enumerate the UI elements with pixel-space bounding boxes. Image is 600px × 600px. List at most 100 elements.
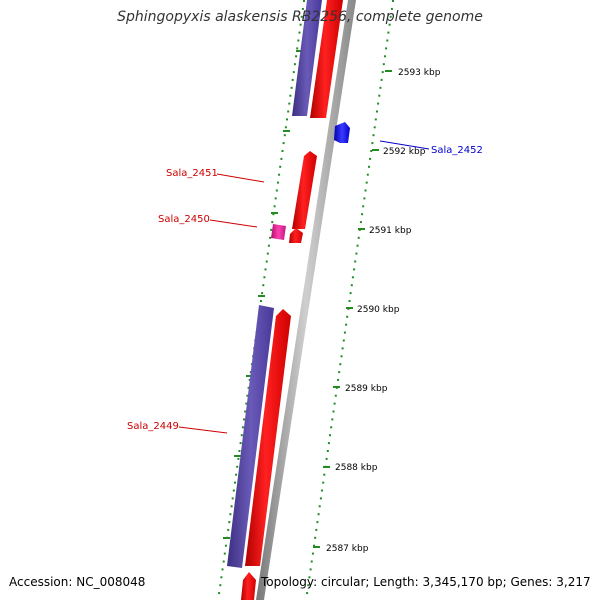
minor-tick-right (349, 292, 352, 295)
minor-tick-left (301, 7, 304, 10)
minor-tick-left (265, 260, 268, 263)
minor-tick-right (372, 134, 375, 137)
minor-tick-left (289, 94, 292, 97)
minor-tick-right (379, 86, 382, 89)
minor-tick-left (245, 402, 248, 405)
gene-sala-2451[interactable] (292, 151, 317, 229)
minor-tick-left (224, 544, 227, 547)
minor-tick-right (308, 576, 311, 579)
minor-tick-right (370, 150, 373, 152)
minor-tick-left (281, 150, 284, 152)
minor-tick-right (323, 473, 326, 476)
minor-tick-left (270, 228, 273, 231)
minor-tick-left (273, 205, 276, 208)
minor-tick-left (238, 450, 241, 452)
minor-tick-right (342, 339, 345, 342)
tick-marks-major (223, 50, 392, 548)
minor-tick-left (266, 252, 269, 255)
minor-tick-left (239, 442, 242, 445)
tick-label-2593: 2593 kbp (398, 68, 441, 78)
tick-label-2592: 2592 kbp (383, 147, 426, 157)
minor-tick-left (280, 157, 283, 160)
gene-sala-2450[interactable] (289, 228, 303, 243)
minor-tick-left (295, 55, 298, 58)
rna-feature[interactable] (271, 224, 286, 240)
major-tick (313, 546, 320, 548)
cds-feature-lower[interactable] (227, 305, 274, 568)
minor-tick-right (350, 284, 353, 287)
minor-tick-right (331, 418, 334, 421)
major-tick (385, 70, 392, 72)
minor-tick-left (300, 15, 303, 18)
minor-tick-right (311, 552, 314, 555)
minor-tick-left (286, 118, 288, 121)
minor-tick-left (278, 173, 281, 176)
minor-tick-right (343, 331, 346, 334)
minor-tick-right (353, 268, 356, 271)
minor-tick-left (262, 284, 265, 287)
gene-arrow-bottom[interactable] (241, 572, 256, 600)
minor-tick-right (368, 165, 370, 168)
minor-tick-left (293, 63, 296, 66)
minor-tick-left (237, 457, 240, 460)
minor-tick-right (332, 410, 335, 413)
minor-tick-left (260, 300, 262, 302)
minor-tick-right (392, 0, 394, 2)
minor-tick-right (340, 355, 343, 358)
minor-tick-right (380, 78, 383, 81)
gene-label-sala-2449[interactable]: Sala_2449 (127, 421, 179, 432)
minor-tick-left (283, 134, 286, 137)
gene-sala-2452[interactable] (334, 122, 350, 143)
gene-label-sala-2451[interactable]: Sala_2451 (166, 168, 218, 179)
minor-tick-right (382, 63, 385, 66)
minor-tick-left (229, 513, 232, 516)
minor-tick-left (284, 126, 287, 129)
minor-tick-right (319, 497, 322, 500)
minor-tick-left (271, 221, 274, 224)
minor-tick-left (223, 552, 226, 555)
minor-tick-right (334, 394, 337, 397)
minor-tick-left (263, 276, 266, 279)
gene-label-sala-2450[interactable]: Sala_2450 (158, 214, 210, 225)
minor-tick-right (316, 521, 319, 524)
minor-tick-right (389, 15, 392, 18)
gene-arrow-upper[interactable] (310, 0, 343, 118)
minor-tick-right (363, 197, 366, 200)
minor-tick-left (230, 505, 233, 508)
minor-tick-right (356, 244, 359, 247)
minor-tick-right (362, 205, 365, 208)
minor-tick-left (244, 410, 247, 413)
minor-tick-left (261, 292, 264, 295)
major-tick (372, 149, 379, 151)
minor-tick-right (361, 213, 364, 216)
minor-tick-right (345, 323, 348, 326)
gene-sala-2449[interactable] (245, 309, 291, 566)
minor-tick-right (309, 568, 312, 571)
major-tick (223, 537, 230, 539)
tick-marks-right (306, 0, 394, 595)
cds-feature-upper[interactable] (292, 0, 322, 116)
minor-tick-left (241, 426, 244, 429)
minor-tick-left (228, 521, 231, 524)
minor-tick-left (234, 481, 236, 484)
leader-line-sala-2452 (379, 140, 430, 150)
minor-tick-right (376, 110, 378, 113)
accession-text: Accession: NC_008048 (9, 575, 146, 589)
minor-tick-left (291, 78, 294, 81)
minor-tick-left (222, 560, 225, 563)
minor-tick-left (235, 473, 238, 476)
minor-tick-left (232, 489, 235, 492)
minor-tick-left (218, 592, 221, 595)
minor-tick-right (377, 102, 380, 105)
minor-tick-left (264, 268, 267, 271)
minor-tick-right (390, 7, 393, 10)
minor-tick-left (272, 213, 275, 216)
gene-label-sala-2452[interactable]: Sala_2452 (431, 145, 483, 156)
minor-tick-right (330, 426, 333, 429)
minor-tick-left (240, 434, 243, 437)
minor-tick-right (313, 544, 315, 547)
minor-tick-left (269, 236, 272, 239)
minor-tick-left (227, 528, 230, 531)
tick-label-2588: 2588 kbp (335, 463, 378, 473)
